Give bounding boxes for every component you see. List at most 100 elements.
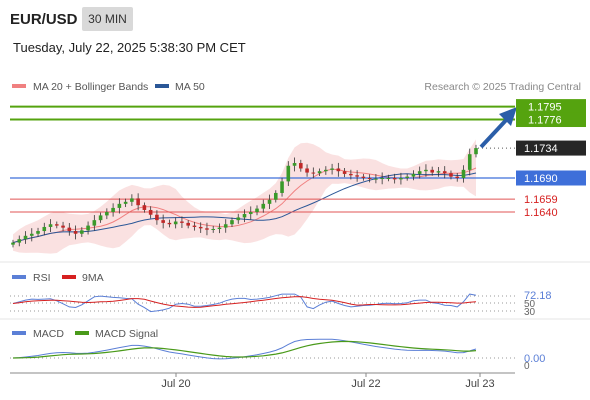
candle-body <box>236 217 241 221</box>
candle-body <box>80 230 84 234</box>
candle-body <box>61 225 65 228</box>
candle-body <box>399 178 403 180</box>
candle-body <box>305 168 309 173</box>
candle-body <box>92 220 97 226</box>
candle-body <box>311 172 316 174</box>
candle-body <box>42 226 47 232</box>
candle-body <box>148 209 153 215</box>
candle-body <box>11 242 15 245</box>
legend-label-macd-signal: MACD Signal <box>95 328 158 340</box>
candle-body <box>136 198 140 206</box>
candle-body <box>230 220 234 225</box>
candle-body <box>105 212 109 216</box>
legend-swatch-9ma <box>62 275 76 279</box>
chart-datetime: Tuesday, July 22, 2025 5:38:30 PM CET <box>13 40 246 55</box>
candle-body <box>299 163 303 169</box>
candle-body <box>386 178 391 179</box>
support-label-1: 1.1659 <box>524 194 558 206</box>
candle-body <box>349 173 353 176</box>
candle-body <box>217 227 222 229</box>
target-label-1: 1.1795 <box>528 102 562 114</box>
legend-label-ma50: MA 50 <box>175 81 205 93</box>
candle-body <box>180 221 184 223</box>
target-label-1-bg <box>516 99 586 115</box>
candle-body <box>117 203 122 208</box>
legend-swatch-ma20 <box>12 84 26 88</box>
legend-swatch-ma50 <box>155 84 169 88</box>
candle-body <box>442 171 447 174</box>
timeframe-badge[interactable]: 30 MIN <box>82 7 133 31</box>
candle-body <box>273 192 278 200</box>
candle-body <box>280 181 284 193</box>
candle-body <box>461 169 466 178</box>
legend-label-9ma: 9MA <box>82 272 104 284</box>
candle-body <box>123 201 128 204</box>
candle-body <box>67 227 72 232</box>
current-price-label-bg <box>516 140 586 156</box>
candle-body <box>48 224 53 227</box>
candle-body <box>73 231 78 234</box>
candle-body <box>367 178 372 179</box>
legend-swatch-macd-signal <box>75 331 89 335</box>
candle-body <box>342 171 347 174</box>
candle-body <box>223 224 228 228</box>
rsi-9ma-line <box>12 296 477 308</box>
legend-swatch-macd <box>12 331 26 335</box>
candle-body <box>324 169 328 172</box>
candle-body <box>380 178 384 179</box>
candle-body <box>173 221 178 225</box>
macd-line <box>12 338 477 360</box>
candle-body <box>130 198 134 202</box>
support-label-2: 1.1640 <box>524 207 558 219</box>
candle-body <box>161 220 165 223</box>
candle-body <box>330 168 334 170</box>
pivot-label: 1.1690 <box>524 173 558 185</box>
candle-body <box>98 215 103 221</box>
x-label-jul22: Jul 22 <box>351 378 380 390</box>
candle-body <box>292 163 297 166</box>
candle-body <box>467 154 472 170</box>
macd-legend: MACD MACD Signal <box>12 328 158 340</box>
candle-body <box>242 214 247 218</box>
rsi-tick-50: 50 <box>524 299 536 310</box>
candle-body <box>474 148 478 155</box>
candle-body <box>286 165 291 182</box>
candle-body <box>374 178 378 180</box>
legend-swatch-rsi <box>12 275 26 279</box>
macd-value-label: 0.00 <box>524 353 545 365</box>
x-label-jul23: Jul 23 <box>465 378 494 390</box>
candle-body <box>17 239 22 243</box>
candle-body <box>355 175 359 177</box>
candle-body <box>317 171 322 174</box>
legend-label-rsi: RSI <box>33 272 51 284</box>
candlestick-series <box>11 144 478 248</box>
rsi-line <box>12 293 477 313</box>
candle-body <box>54 224 59 226</box>
legend-label-ma20: MA 20 + Bollinger Bands <box>33 81 148 93</box>
main-legend: MA 20 + Bollinger Bands MA 50 <box>12 81 205 93</box>
bollinger-band-area <box>13 139 476 254</box>
symbol-title: EUR/USD <box>10 11 78 28</box>
price-labels: 1.1795 1.1776 1.1734 1.1690 1.1659 1.164… <box>516 99 586 219</box>
candle-body <box>111 207 115 212</box>
target-label-2-bg <box>516 112 586 128</box>
legend-label-macd: MACD <box>33 328 64 340</box>
target-label-2: 1.1776 <box>528 115 562 127</box>
candle-body <box>261 203 266 209</box>
rsi-legend: RSI 9MA <box>12 272 104 284</box>
arrow-shaft <box>479 115 511 149</box>
candle-body <box>186 222 190 226</box>
candle-body <box>36 231 40 234</box>
candle-body <box>155 214 159 221</box>
arrow-head <box>499 107 517 126</box>
candle-body <box>86 225 90 231</box>
candle-body <box>167 222 172 225</box>
candle-body <box>255 208 259 212</box>
candle-body <box>198 226 203 229</box>
pivot-label-bg <box>516 170 586 186</box>
x-label-jul20: Jul 20 <box>161 378 190 390</box>
candle-body <box>336 168 341 172</box>
candle-body <box>455 176 460 178</box>
candle-body <box>405 176 409 178</box>
